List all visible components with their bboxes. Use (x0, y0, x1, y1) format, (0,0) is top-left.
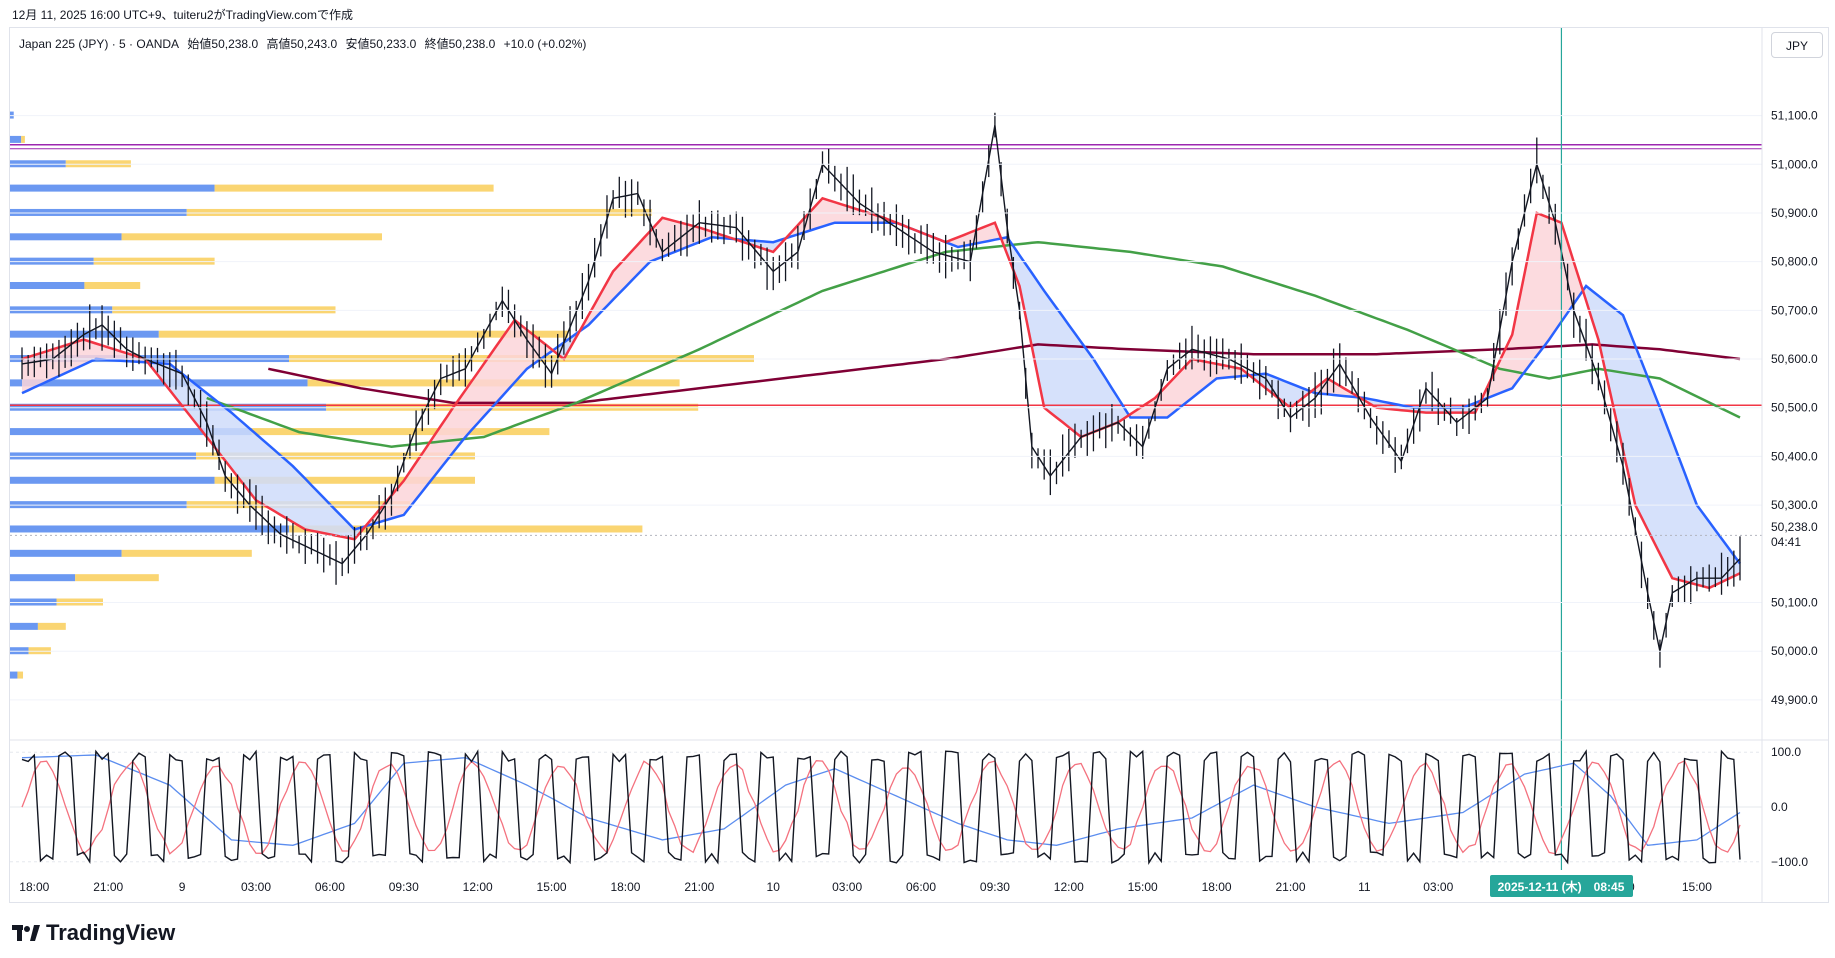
open-value: 始値50,238.0 (187, 37, 259, 51)
close-value: 終値50,238.0 (424, 37, 496, 51)
symbol-name[interactable]: Japan 225 (JPY) · 5 · OANDA (19, 37, 180, 51)
currency-button[interactable]: JPY (1771, 32, 1823, 58)
symbol-legend[interactable]: Japan 225 (JPY) · 5 · OANDA 始値50,238.0 高… (19, 35, 591, 52)
tradingview-logo-icon (12, 922, 40, 941)
brand-name: TradingView (46, 920, 176, 945)
low-value: 安値50,233.0 (345, 37, 417, 51)
chart-caption: 12月 11, 2025 16:00 UTC+9、tuiteru2がTradin… (12, 8, 353, 22)
change-value: +10.0 (+0.02%) (503, 37, 587, 51)
chart-frame (9, 27, 1829, 903)
high-value: 高値50,243.0 (266, 37, 338, 51)
tradingview-logo[interactable]: TradingView (12, 920, 175, 946)
